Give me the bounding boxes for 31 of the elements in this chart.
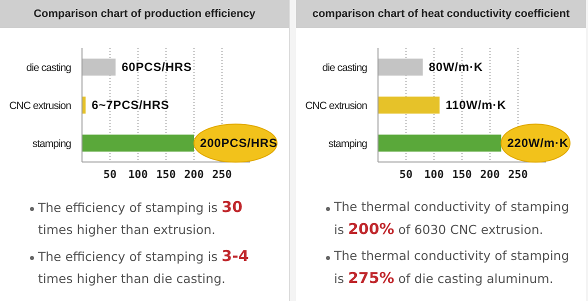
x-tick-label: 150 xyxy=(156,168,176,181)
text: The efficiency of stamping is 3-4 times higher than die casting. xyxy=(38,246,250,288)
bar xyxy=(82,58,116,76)
data-label: 220W/m·K xyxy=(507,136,568,150)
y-tick-label: die casting xyxy=(26,62,72,74)
data-label: 80W/m·K xyxy=(428,60,483,74)
data-label: 200PCS/HRS xyxy=(200,136,278,150)
x-tick-label: 100 xyxy=(128,168,148,181)
x-tick-label: 50 xyxy=(399,168,413,181)
text: The efficiency of stamping is 30 times higher than extrusion. xyxy=(38,197,244,239)
y-tick-label: CNC extrusion xyxy=(9,100,72,112)
x-tick-label: 250 xyxy=(508,168,528,181)
x-tick-label: 100 xyxy=(424,168,444,181)
data-label: 60PCS/HRS xyxy=(122,60,192,74)
chart-title: Comparison chart of production efficiency xyxy=(0,0,289,28)
data-label: 6~7PCS/HRS xyxy=(92,98,170,112)
bar xyxy=(378,96,440,114)
bar xyxy=(378,58,423,76)
x-tick-label: 200 xyxy=(184,168,204,181)
y-tick-label: stamping xyxy=(328,138,368,150)
x-tick-label: 200 xyxy=(480,168,500,181)
x-tick-label: 150 xyxy=(452,168,472,181)
y-tick-label: die casting xyxy=(322,62,368,74)
text: The thermal conductivity of stamping is 275% of die casting aluminum. xyxy=(334,247,570,289)
data-label: 110W/m·K xyxy=(446,98,506,112)
chart-title: comparison chart of heat conductivity coefficient xyxy=(296,0,586,28)
text: The thermal conductivity of stamping is 200% of 6030 CNC extrusion. xyxy=(334,198,570,240)
x-tick-label: 250 xyxy=(212,168,232,181)
x-tick-label: 50 xyxy=(103,168,117,181)
y-tick-label: stamping xyxy=(32,138,72,150)
y-tick-label: CNC extrusion xyxy=(305,100,368,112)
